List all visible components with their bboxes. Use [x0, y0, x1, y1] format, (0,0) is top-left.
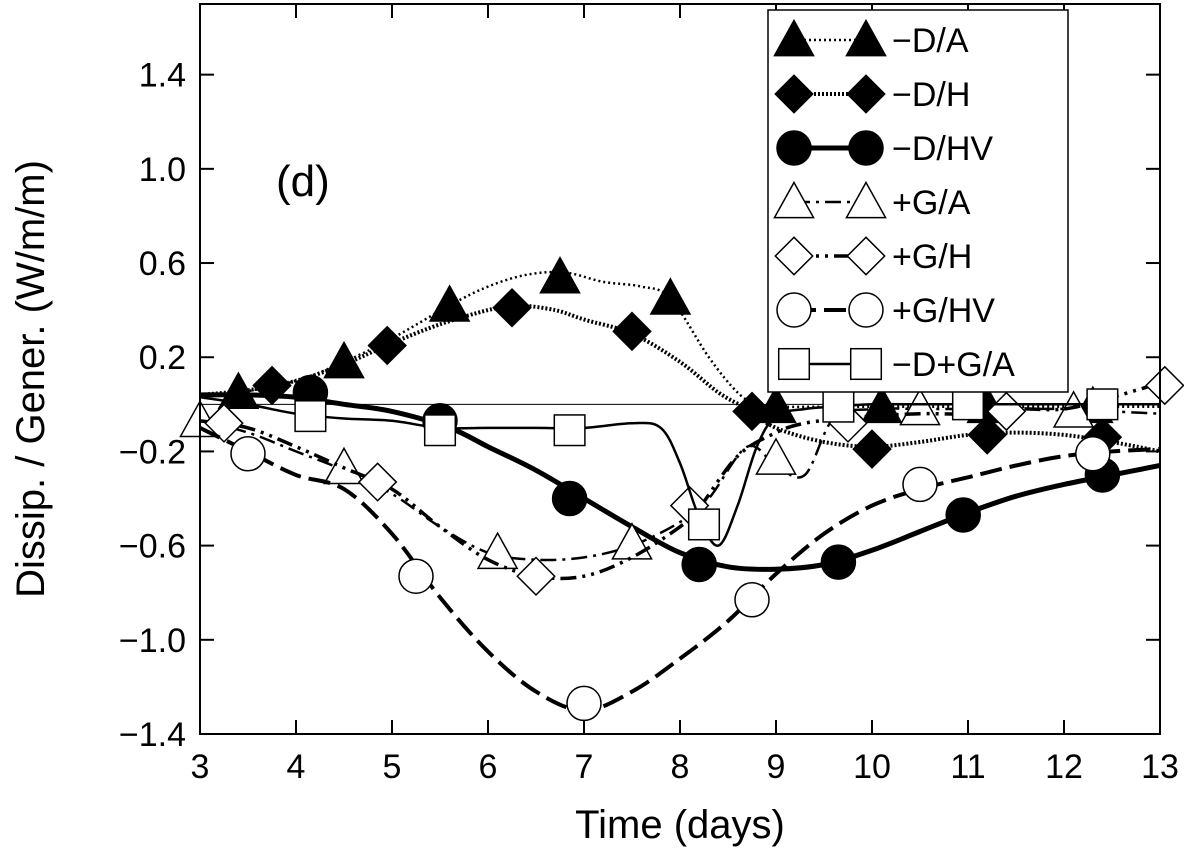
data-point-square: [423, 414, 457, 447]
x-tick-label: 11: [950, 748, 985, 786]
series-line: [200, 392, 1160, 572]
legend-marker: [848, 292, 884, 328]
legend-marker: [773, 18, 815, 57]
data-point-diamond: [1145, 365, 1184, 406]
data-point-square: [294, 400, 327, 433]
legend-marker: [774, 236, 814, 276]
data-point-square: [822, 390, 855, 423]
legend-entry: −D/H: [774, 74, 970, 114]
legend-marker: [776, 292, 812, 328]
data-point-circle: [820, 544, 857, 580]
y-tick-label: −0.2: [119, 433, 186, 471]
legend-entry: −D/A: [773, 18, 969, 60]
x-tick-label: 6: [479, 748, 498, 786]
data-point-triangle: [323, 340, 365, 379]
data-point-circle: [734, 582, 770, 618]
y-tick-label: −1.4: [119, 716, 186, 754]
y-tick-label: 1.0: [139, 151, 186, 189]
x-tick-label: 9: [767, 748, 786, 786]
legend-marker: [845, 180, 887, 219]
data-point-square: [1086, 388, 1119, 421]
x-tick-label: 13: [1141, 748, 1179, 786]
data-point-diamond: [204, 403, 244, 443]
legend-entry: −D/HV: [776, 130, 993, 168]
legend-marker: [776, 130, 812, 166]
y-tick-label: −1.0: [119, 622, 186, 660]
x-tick-label: 10: [853, 748, 891, 786]
legend-label: −D/HV: [892, 130, 993, 168]
legend-marker: [777, 347, 811, 381]
legend-label: −D/A: [892, 22, 969, 60]
legend-marker: [846, 236, 886, 276]
x-axis-title: Time (days): [575, 803, 785, 847]
data-point-diamond: [967, 415, 1007, 455]
data-point-diamond: [492, 288, 532, 328]
legend-marker: [845, 18, 887, 57]
legend-label: −D/H: [892, 76, 970, 114]
y-tick-label: 1.4: [139, 57, 186, 95]
data-point-triangle: [1052, 390, 1095, 428]
panel-label: (d): [276, 157, 330, 206]
legend-label: +G/H: [892, 238, 972, 276]
data-point-circle: [902, 466, 938, 503]
legend-marker: [773, 180, 815, 219]
data-point-circle: [398, 558, 434, 594]
legend-marker: [848, 130, 884, 166]
y-tick-label: −0.6: [119, 528, 186, 566]
legend-label: −D+G/A: [892, 346, 1015, 384]
data-point-diamond: [357, 462, 398, 502]
data-point-circle: [230, 436, 266, 472]
legend-entry: +G/HV: [776, 292, 995, 330]
legend-label: +G/HV: [892, 292, 995, 330]
legend-marker: [849, 347, 883, 381]
data-point-circle: [945, 497, 981, 533]
data-point-diamond: [612, 311, 652, 352]
y-tick-label: 0.2: [139, 339, 186, 377]
legend-label: +G/A: [892, 184, 971, 222]
series-5: [200, 426, 1160, 722]
data-point-triangle: [755, 437, 797, 475]
data-point-circle: [1075, 436, 1111, 472]
legend-entry: −D+G/A: [777, 346, 1015, 384]
y-axis-title: Dissip. / Gener. (W/m/m): [9, 160, 53, 598]
x-tick-label: 3: [191, 748, 210, 786]
data-point-triangle: [539, 256, 581, 294]
y-tick-label: 0.6: [139, 245, 186, 283]
x-tick-label: 12: [1045, 748, 1083, 786]
legend-entry: +G/A: [773, 180, 971, 222]
data-point-square: [951, 388, 985, 421]
data-point-diamond: [367, 325, 407, 366]
legend: −D/A −D/H −D/HV +G/A +G/H +G/HV −D+G/A: [767, 9, 1069, 393]
tick-layer: 3 4 5 6 7 8 9 10 11 12 13 −1.4 −1.0 −0.6 −0.2 0.2 0.6 1.0…: [119, 4, 1179, 786]
data-point-diamond: [852, 429, 892, 469]
data-point-circle: [551, 480, 588, 517]
series-6: [200, 388, 1160, 547]
data-point-circle: [566, 685, 602, 722]
legend-marker: [846, 74, 886, 114]
data-point-triangle: [428, 284, 471, 322]
data-point-diamond: [732, 391, 772, 432]
data-point-triangle: [323, 446, 365, 485]
x-tick-label: 5: [383, 748, 402, 786]
legend-marker: [774, 74, 814, 114]
x-tick-label: 7: [575, 748, 594, 786]
series-layer: [179, 256, 1184, 722]
x-tick-label: 4: [287, 748, 306, 786]
data-point-diamond: [516, 556, 556, 596]
series-line: [200, 426, 1160, 713]
data-point-triangle: [899, 387, 941, 426]
data-point-triangle: [649, 277, 692, 315]
data-point-square: [553, 414, 586, 447]
x-tick-label: 8: [671, 748, 690, 786]
legend-entry: +G/H: [774, 236, 972, 276]
data-point-circle: [681, 546, 717, 583]
data-point-square: [687, 508, 721, 541]
